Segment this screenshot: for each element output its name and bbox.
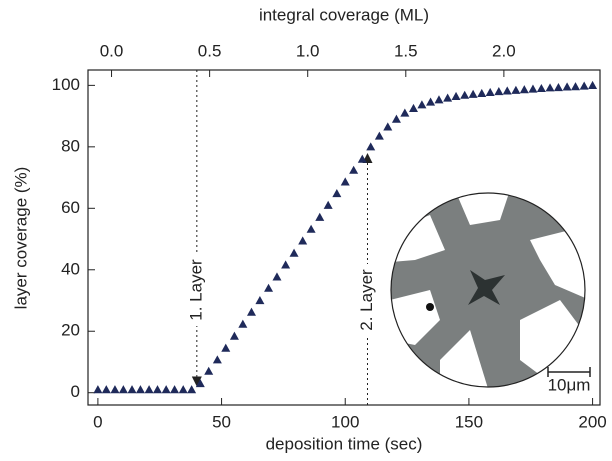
marker — [153, 385, 163, 394]
marker — [374, 131, 384, 140]
x2-tick-label: 0.0 — [100, 41, 124, 60]
annotation-label: 1. Layer — [186, 259, 205, 321]
marker — [434, 95, 444, 104]
marker — [383, 122, 393, 131]
marker — [315, 212, 325, 221]
marker — [357, 154, 367, 163]
scale-label: 10μm — [548, 375, 591, 394]
marker — [443, 93, 453, 102]
marker — [212, 355, 222, 364]
y-tick-label: 20 — [61, 321, 80, 340]
marker — [511, 85, 521, 94]
plot-frame — [87, 69, 601, 406]
inset-image — [391, 193, 585, 387]
marker — [571, 82, 581, 91]
marker — [144, 385, 154, 394]
x2-tick-label: 2.0 — [492, 41, 516, 60]
marker — [332, 189, 342, 198]
marker — [127, 385, 137, 394]
y-tick-label: 100 — [52, 75, 80, 94]
marker — [264, 283, 274, 292]
marker — [221, 343, 231, 352]
marker — [178, 385, 188, 394]
marker — [588, 80, 598, 89]
marker — [502, 86, 512, 95]
marker — [366, 142, 376, 151]
marker — [553, 83, 563, 92]
marker — [281, 260, 291, 269]
marker — [545, 83, 555, 92]
annotation-bg — [185, 254, 208, 326]
marker — [118, 385, 128, 394]
marker — [187, 385, 197, 394]
y-tick-label: 0 — [71, 382, 80, 401]
marker — [204, 366, 214, 375]
marker — [417, 100, 427, 109]
marker — [477, 88, 487, 97]
y-tick-label: 40 — [61, 259, 80, 278]
y-tick-label: 80 — [61, 136, 80, 155]
marker — [349, 165, 359, 174]
marker — [161, 385, 171, 394]
marker — [195, 378, 205, 388]
marker — [528, 84, 538, 93]
marker — [494, 87, 504, 96]
marker — [272, 272, 282, 281]
x2-tick-label: 1.5 — [394, 41, 418, 60]
marker — [460, 90, 470, 99]
x-tick-label: 150 — [455, 412, 483, 431]
marker — [110, 385, 120, 394]
x2-tick-label: 1.0 — [296, 41, 320, 60]
marker — [101, 385, 111, 394]
marker — [246, 307, 256, 316]
marker — [238, 319, 248, 328]
marker — [391, 114, 401, 123]
x-tick-label: 100 — [331, 412, 359, 431]
y-tick-label: 60 — [61, 198, 80, 217]
x-tick-label: 200 — [578, 412, 606, 431]
marker — [298, 236, 308, 245]
x2-axis-label: integral coverage (ML) — [259, 5, 429, 24]
annotation-label: 2. Layer — [357, 269, 376, 331]
marker — [255, 296, 265, 305]
marker — [323, 200, 333, 209]
marker — [170, 385, 180, 394]
marker — [93, 385, 103, 394]
marker — [229, 331, 239, 340]
x-tick-label: 50 — [212, 412, 231, 431]
marker — [289, 248, 299, 257]
marker — [451, 91, 461, 101]
annotation-bg — [356, 264, 379, 336]
marker — [409, 103, 419, 113]
annotation-arrow — [191, 376, 202, 387]
marker — [468, 89, 478, 98]
x2-tick-label: 0.5 — [198, 41, 222, 60]
y-axis-label: layer coverage (%) — [11, 167, 30, 310]
inset-border — [390, 192, 586, 388]
marker — [519, 85, 529, 94]
marker — [306, 224, 316, 233]
marker — [426, 97, 436, 106]
marker — [579, 81, 589, 90]
marker — [562, 82, 572, 91]
marker — [536, 83, 546, 93]
marker — [485, 87, 495, 97]
x-axis-label: deposition time (sec) — [266, 434, 423, 453]
marker — [135, 385, 145, 394]
marker — [340, 177, 350, 186]
x-tick-label: 0 — [93, 412, 102, 431]
marker — [400, 108, 410, 117]
